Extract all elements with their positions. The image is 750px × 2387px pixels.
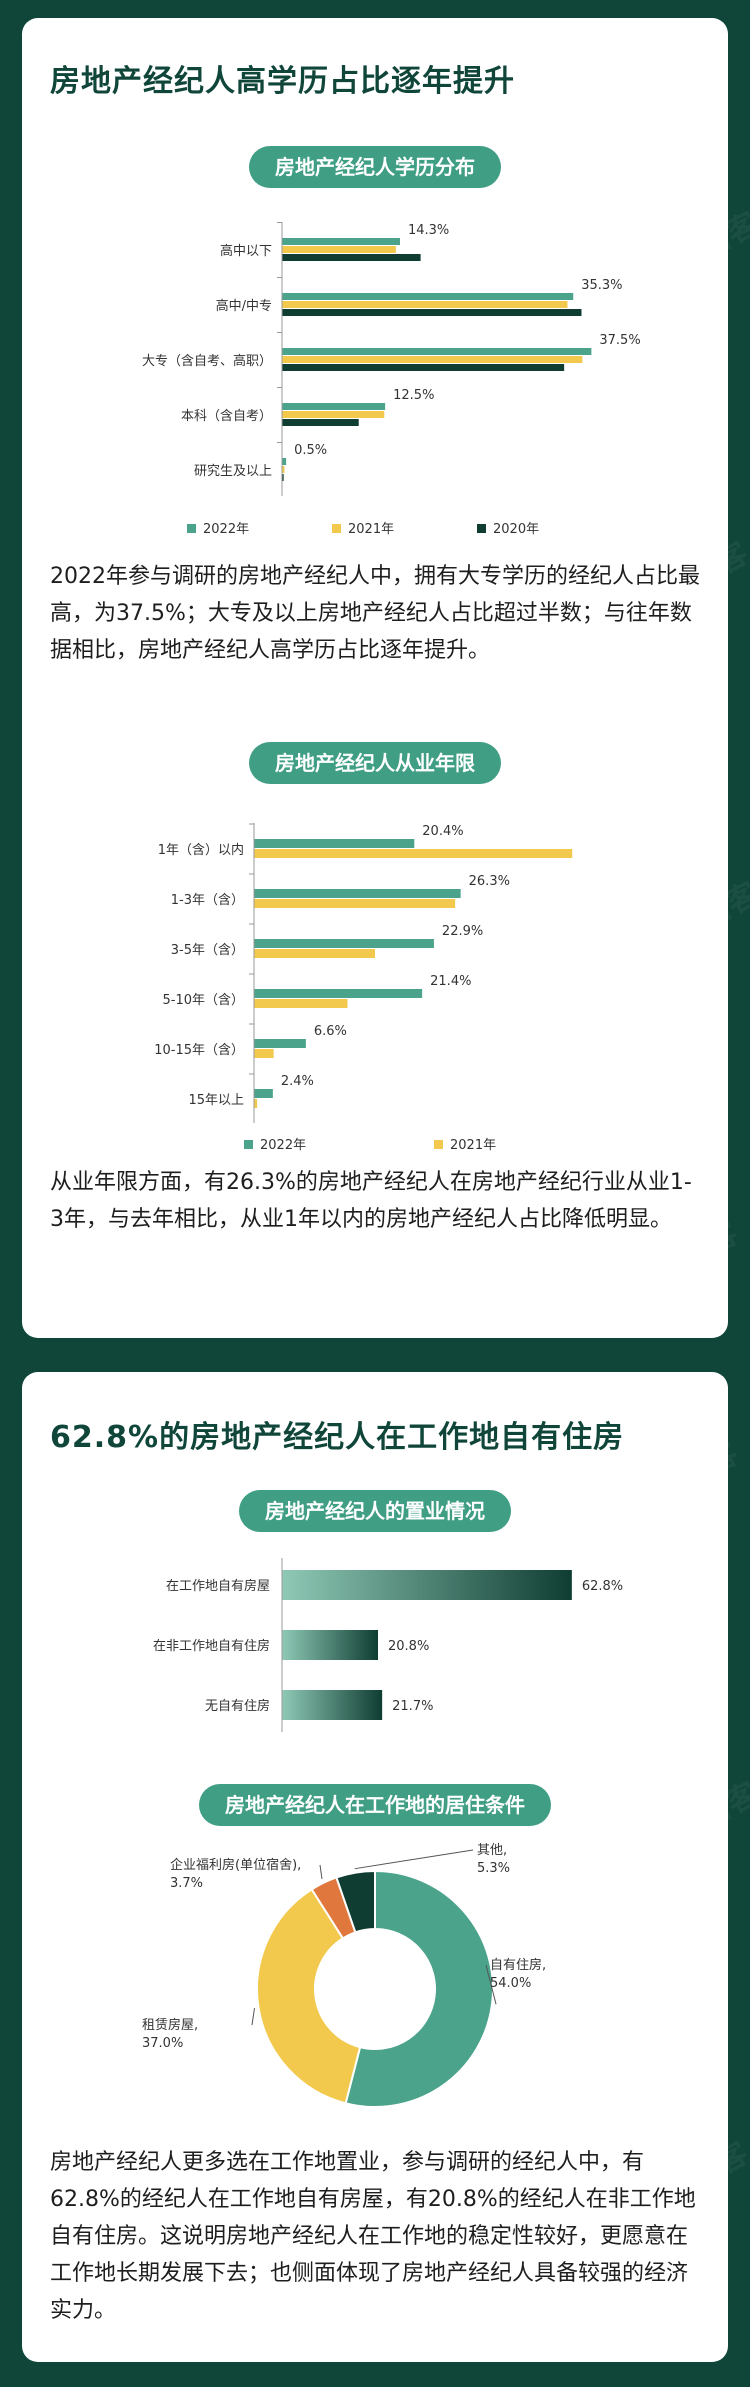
category-label: 高中以下 [220, 243, 272, 259]
bar [282, 1690, 383, 1720]
chart-title-pill: 房地产经纪人从业年限 [249, 742, 501, 784]
bar-2020年 [282, 419, 359, 426]
bar [282, 1630, 378, 1660]
legend-label: 2021年 [450, 1138, 496, 1153]
donut-slice [256, 1887, 362, 2105]
category-label: 1年（含）以内 [158, 842, 244, 858]
chart-title-pill: 房地产经纪人在工作地的居住条件 [199, 1784, 551, 1826]
property-bar-chart: 在工作地自有房屋 62.8% 在非工作地自有住房 20.8% 无自有住房 21.7% [153, 1558, 623, 1732]
slice-name: 租赁房屋, [142, 2017, 198, 2033]
data-label: 12.5% [393, 388, 434, 403]
bar-2022年 [282, 458, 287, 465]
legend-swatch [187, 524, 196, 533]
slice-name: 其他, [477, 1843, 507, 1858]
legend-swatch [244, 1140, 253, 1149]
slice-name: 自有住房, [490, 1957, 546, 1973]
category-label: 在非工作地自有住房 [153, 1638, 270, 1654]
bar-2022年 [282, 348, 592, 355]
legend-label: 2022年 [260, 1138, 306, 1153]
bar-2022年 [254, 889, 461, 898]
work-years-bar-chart: 1年（含）以内 20.4% 1-3年（含） 26.3% 3-5年（含） 22.9% 5-10… [154, 823, 573, 1153]
data-label: 20.8% [388, 1639, 429, 1654]
bar-2021年 [282, 411, 385, 418]
category-label: 5-10年（含） [162, 992, 244, 1008]
bar-2020年 [282, 254, 421, 261]
data-label: 0.5% [294, 443, 327, 458]
bar-2022年 [282, 238, 400, 245]
education-bar-chart: 高中以下 14.3% 高中/中专 35.3% 大专（含自考、高职） 37.5% 本科（含自考… [142, 222, 641, 537]
bar-2020年 [282, 309, 582, 316]
slice-value: 5.3% [477, 1861, 510, 1876]
bar-2020年 [282, 474, 284, 481]
bar-2021年 [254, 849, 573, 858]
slice-name: 企业福利房(单位宿舍), [170, 1857, 301, 1873]
category-label: 在工作地自有房屋 [166, 1578, 270, 1594]
housing-card: 62.8%的房地产经纪人在工作地自有住房 房地产经纪人的置业情况 在工作地自有房… [22, 1372, 728, 2362]
housing-paragraph: 房地产经纪人更多选在工作地置业，参与调研的经纪人中，有62.8%的经纪人在工作地… [50, 2150, 696, 2323]
bar-2021年 [254, 1049, 274, 1058]
legend-label: 2020年 [493, 522, 539, 537]
education-paragraph: 2022年参与调研的房地产经纪人中，拥有大专学历的经纪人占比最高，为37.5%；… [50, 564, 700, 663]
bar-2021年 [282, 356, 583, 363]
bar-2022年 [254, 1039, 306, 1048]
data-label: 20.4% [422, 824, 463, 839]
category-label: 无自有住房 [205, 1698, 270, 1714]
legend-label: 2022年 [203, 522, 249, 537]
bar-2022年 [254, 989, 423, 998]
leader-line [319, 1864, 323, 1880]
living-condition-donut-chart: 自有住房, 54.0% 租赁房屋, 37.0% 企业福利房(单位宿舍), 3.7% 其他, 5… [142, 1843, 546, 2108]
category-label: 研究生及以上 [194, 464, 272, 479]
section-title: 房地产经纪人高学历占比逐年提升 [50, 64, 515, 99]
bar-2021年 [254, 1099, 258, 1108]
data-label: 21.4% [430, 974, 471, 989]
bar-2020年 [282, 364, 565, 371]
chart-title-pill: 房地产经纪人学历分布 [249, 146, 501, 188]
leader-line [251, 2008, 255, 2026]
bar [282, 1570, 572, 1600]
education-card: 房地产经纪人高学历占比逐年提升 房地产经纪人学历分布 高中以下 14.3% 高中/中… [22, 18, 728, 1338]
leader-line [354, 1849, 474, 1870]
years-paragraph: 从业年限方面，有26.3%的房地产经纪人在房地产经纪行业从业1-3年，与去年相比… [50, 1170, 692, 1232]
legend-swatch [477, 524, 486, 533]
data-label: 62.8% [582, 1579, 623, 1594]
data-label: 35.3% [581, 278, 622, 293]
category-label: 3-5年（含） [171, 942, 244, 958]
slice-value: 54.0% [490, 1976, 531, 1991]
slice-value: 3.7% [170, 1876, 203, 1891]
bar-2022年 [254, 939, 434, 948]
legend-swatch [434, 1140, 443, 1149]
data-label: 22.9% [442, 924, 483, 939]
category-label: 1-3年（含） [171, 892, 244, 908]
data-label: 14.3% [408, 223, 449, 238]
category-label: 15年以上 [188, 1093, 244, 1108]
category-label: 10-15年（含） [154, 1042, 244, 1058]
data-label: 21.7% [392, 1699, 433, 1714]
section-title: 62.8%的房地产经纪人在工作地自有住房 [50, 1420, 625, 1455]
bar-2022年 [254, 839, 415, 848]
chart-title-pill: 房地产经纪人的置业情况 [239, 1490, 511, 1532]
data-label: 6.6% [314, 1024, 347, 1039]
data-label: 37.5% [599, 333, 640, 348]
category-label: 高中/中专 [216, 298, 272, 314]
category-label: 大专（含自考、高职） [142, 353, 272, 369]
bar-2021年 [282, 246, 396, 253]
data-label: 26.3% [469, 874, 510, 889]
bar-2021年 [254, 899, 456, 908]
donut-slice [335, 1869, 376, 1934]
data-label: 2.4% [281, 1074, 314, 1089]
slice-value: 37.0% [142, 2036, 183, 2051]
bar-2022年 [282, 293, 574, 300]
bar-2022年 [282, 403, 386, 410]
legend-label: 2021年 [348, 522, 394, 537]
category-label: 本科（含自考） [181, 408, 272, 424]
bar-2021年 [282, 466, 285, 473]
bar-2022年 [254, 1089, 273, 1098]
bar-2021年 [254, 949, 375, 958]
leader-line [485, 1964, 497, 2005]
legend-swatch [332, 524, 341, 533]
bar-2021年 [254, 999, 348, 1008]
donut-slice [344, 1869, 494, 2108]
bar-2021年 [282, 301, 568, 308]
